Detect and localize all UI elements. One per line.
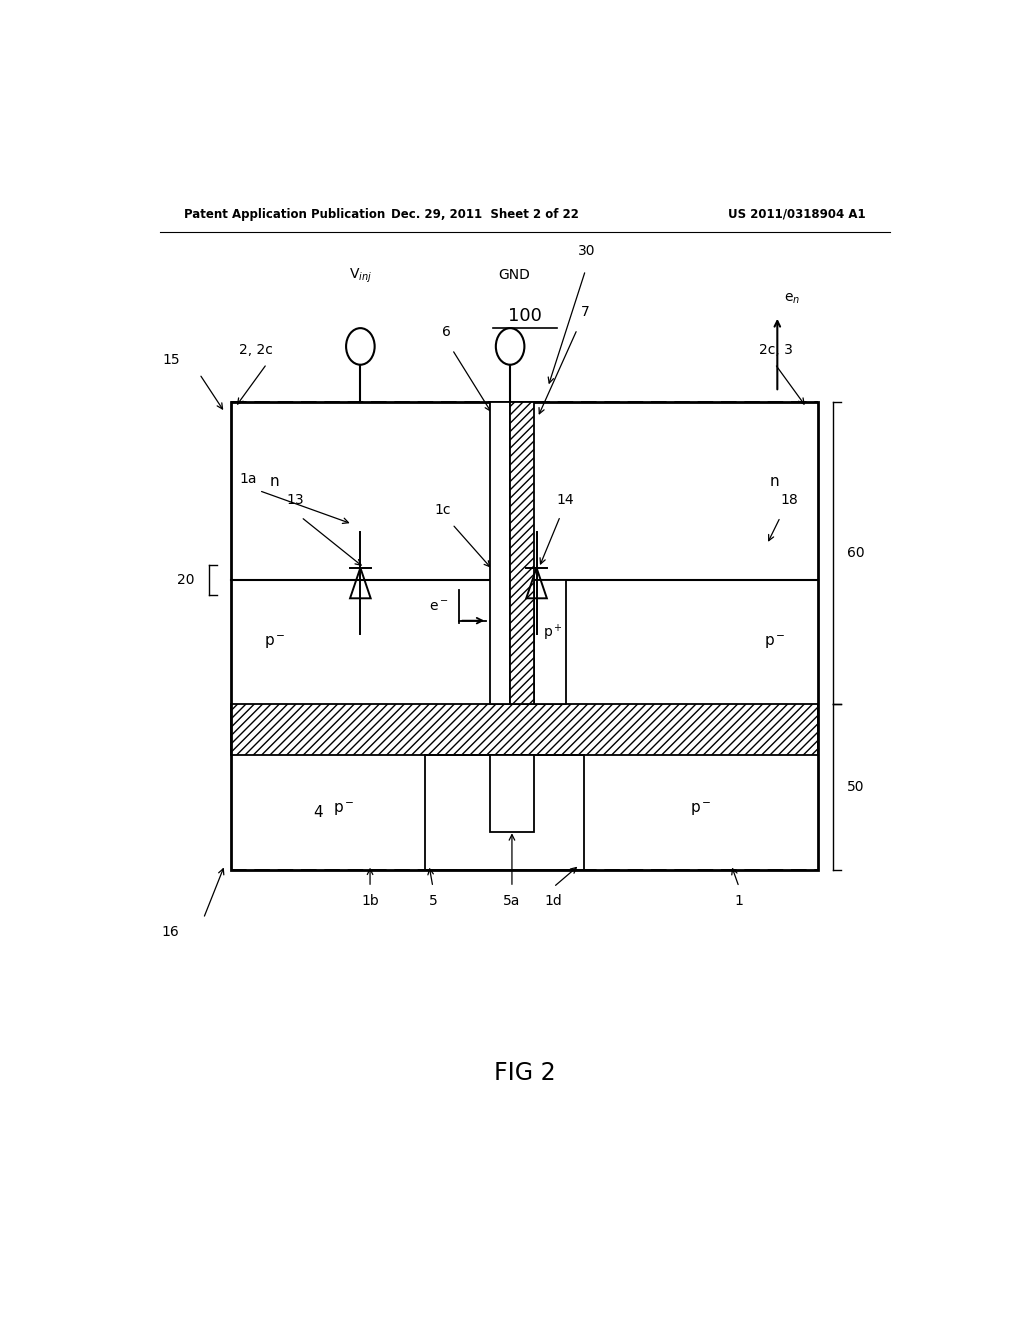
Text: 1d: 1d [545, 895, 562, 908]
Text: e$_n$: e$_n$ [783, 292, 800, 306]
Text: 7: 7 [581, 305, 590, 319]
Text: Dec. 29, 2011  Sheet 2 of 22: Dec. 29, 2011 Sheet 2 of 22 [391, 207, 579, 220]
Text: 15: 15 [162, 352, 179, 367]
Text: 5: 5 [428, 895, 437, 908]
Text: e$^-$: e$^-$ [429, 599, 449, 614]
Text: p$^-$: p$^-$ [264, 634, 286, 651]
Bar [490, 403, 510, 704]
Text: 6: 6 [442, 325, 451, 339]
Text: 18: 18 [781, 492, 799, 507]
Bar [231, 704, 818, 755]
Text: n: n [270, 474, 280, 488]
Text: Patent Application Publication: Patent Application Publication [183, 207, 385, 220]
Text: V$_{inj}$: V$_{inj}$ [349, 267, 372, 285]
Bar [490, 755, 534, 833]
Text: p$^+$: p$^+$ [543, 622, 563, 643]
Bar [231, 403, 818, 870]
Text: 1c: 1c [434, 503, 451, 517]
Text: 1: 1 [734, 895, 743, 908]
Text: 16: 16 [162, 925, 179, 939]
Text: 1b: 1b [361, 895, 379, 908]
Text: n: n [770, 474, 779, 488]
Text: 30: 30 [578, 244, 595, 257]
Text: p$^-$: p$^-$ [764, 634, 785, 651]
Text: 1a: 1a [240, 473, 257, 487]
Text: 60: 60 [847, 546, 864, 560]
Text: 14: 14 [556, 492, 574, 507]
Text: 50: 50 [847, 780, 864, 793]
Text: p$^-$: p$^-$ [333, 800, 354, 817]
Text: 13: 13 [287, 492, 304, 507]
Text: 2c, 3: 2c, 3 [759, 343, 793, 356]
Text: p$^-$: p$^-$ [690, 800, 712, 817]
Text: FIG 2: FIG 2 [494, 1061, 556, 1085]
Text: US 2011/0318904 A1: US 2011/0318904 A1 [728, 207, 866, 220]
Text: 4: 4 [313, 805, 324, 820]
Bar [510, 403, 534, 704]
Text: 5a: 5a [503, 895, 520, 908]
Bar [534, 579, 566, 704]
Text: 2, 2c: 2, 2c [240, 343, 273, 356]
Text: 100: 100 [508, 308, 542, 325]
Text: 20: 20 [177, 573, 195, 587]
Text: p$^+$: p$^+$ [502, 775, 522, 795]
Text: GND: GND [498, 268, 530, 282]
